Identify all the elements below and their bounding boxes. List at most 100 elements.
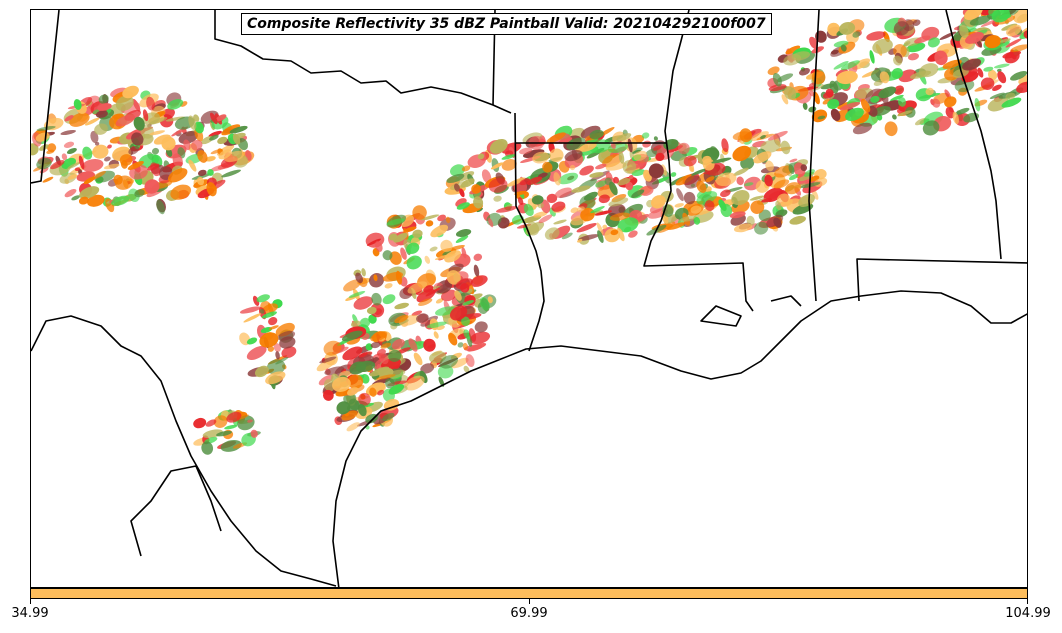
paintball-blob	[893, 85, 905, 95]
paintball-blob	[383, 398, 400, 411]
paintball-blob	[400, 247, 407, 260]
paintball-blob	[67, 174, 78, 180]
paintball-blob	[406, 255, 422, 270]
colorbar-tick-min	[30, 599, 31, 604]
paintball-blob	[455, 229, 472, 237]
paintball-blob	[490, 162, 504, 170]
paintball-blob	[736, 176, 744, 186]
paintball-blob	[459, 188, 465, 198]
paintball-blob	[434, 282, 452, 294]
paintball-blob	[945, 106, 955, 119]
paintball-blob	[952, 111, 960, 125]
paintball-blob	[987, 69, 998, 81]
paintball-blob	[765, 160, 774, 172]
paintball-blob	[648, 163, 664, 179]
paintball-blob	[355, 360, 376, 373]
paintball-blob	[426, 321, 447, 329]
paintball-blob	[731, 190, 750, 206]
paintball-blob	[803, 169, 815, 177]
paintball-blob	[522, 149, 545, 158]
paintball-blob	[914, 117, 927, 126]
paintball-blob	[774, 165, 793, 178]
paintball-blob	[489, 139, 508, 154]
paintball-blob	[652, 145, 662, 151]
paintball-blob	[618, 151, 625, 164]
paintball-blob	[420, 363, 435, 374]
paintball-blob	[766, 214, 784, 228]
paintball-blob	[811, 109, 828, 123]
paintball-blob	[944, 96, 957, 108]
paintball-blob	[380, 342, 392, 349]
paintball-blob	[266, 359, 286, 375]
paintball-blob	[463, 365, 470, 373]
paintball-blob	[1005, 38, 1022, 48]
paintball-blob	[128, 146, 140, 155]
paintball-blob	[450, 357, 469, 369]
paintball-blob	[597, 230, 604, 243]
paintball-blob	[407, 281, 428, 294]
paintball-blob	[767, 66, 780, 75]
paintball-blob	[243, 313, 262, 323]
paintball-blob	[679, 215, 697, 222]
paintball-blob	[215, 114, 227, 122]
paintball-blob	[194, 121, 204, 134]
paintball-blob	[955, 107, 970, 115]
paintball-blob	[353, 296, 374, 310]
paintball-blob	[839, 21, 856, 35]
paintball-blob	[323, 340, 342, 356]
paintball-blob	[341, 330, 363, 342]
paintball-blob	[197, 150, 208, 163]
paintball-blob	[962, 58, 982, 71]
paintball-blob	[488, 178, 508, 193]
paintball-blob	[114, 175, 133, 190]
paintball-blob	[984, 34, 1001, 49]
paintball-blob	[912, 19, 921, 26]
paintball-blob	[613, 176, 620, 184]
paintball-blob	[785, 45, 801, 55]
paintball-blob	[391, 339, 405, 350]
paintball-blob	[446, 173, 465, 183]
paintball-blob	[115, 95, 134, 111]
reflectivity-map	[31, 10, 1027, 587]
paintball-blob	[798, 194, 815, 207]
paintball-blob	[705, 176, 715, 183]
paintball-blob	[115, 114, 136, 127]
paintball-blob	[578, 142, 597, 152]
paintball-blob	[631, 189, 645, 198]
paintball-blob	[1010, 44, 1027, 53]
paintball-blob	[897, 110, 913, 117]
paintball-blob	[651, 195, 666, 209]
paintball-blob	[904, 41, 911, 46]
paintball-blob	[87, 194, 105, 207]
paintball-blob	[42, 176, 54, 183]
map-frame	[30, 9, 1028, 588]
paintball-blob	[151, 147, 160, 155]
paintball-blob	[733, 223, 753, 233]
paintball-blob	[448, 332, 458, 346]
paintball-blob	[544, 227, 560, 240]
paintball-blob	[348, 398, 360, 411]
paintball-blob	[433, 331, 439, 339]
paintball-blob	[720, 189, 731, 198]
paintball-blob	[188, 115, 197, 130]
paintball-blob	[622, 160, 637, 174]
paintball-blob	[465, 354, 475, 368]
paintball-blob	[519, 147, 533, 155]
paintball-blob	[561, 232, 573, 240]
paintball-blob	[69, 112, 90, 127]
paintball-blob	[357, 403, 367, 417]
paintball-blob	[221, 169, 241, 178]
paintball-blob	[553, 172, 561, 186]
paintball-blob	[369, 387, 377, 397]
paintball-blob	[413, 352, 423, 366]
paintball-blob	[343, 279, 362, 292]
paintball-blob	[598, 194, 610, 204]
paintball-blob	[830, 108, 841, 122]
paintball-blob	[74, 167, 81, 172]
paintball-blob	[704, 200, 715, 212]
paintball-blob	[890, 94, 904, 102]
paintball-blob	[546, 132, 566, 144]
paintball-blob	[999, 13, 1012, 20]
paintball-blob	[382, 250, 393, 261]
paintball-blob	[207, 169, 214, 176]
